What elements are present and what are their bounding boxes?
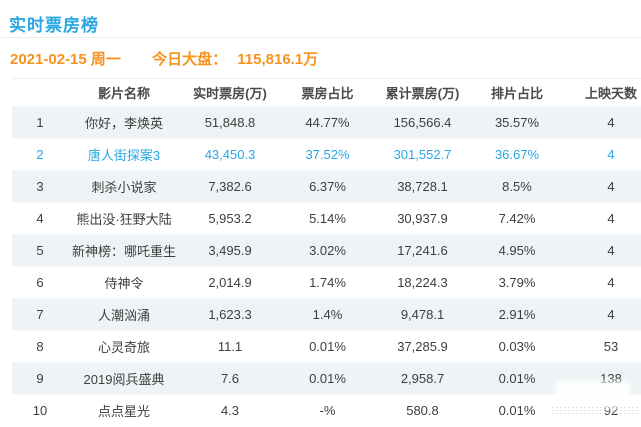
table-row[interactable]: 2 唐人街探案3 43,450.3 37.52% 301,552.7 36.67… [12,138,641,171]
cumulative-boxoffice-cell: 580.8 [406,403,439,419]
realtime-boxoffice-cell: 7.6 [220,371,240,386]
realtime-boxoffice-cell: 11.1 [217,339,243,354]
release-days-cell: 53 [603,339,619,354]
release-days-cell: 138 [600,371,622,386]
movie-name-cell[interactable]: 心灵奇旅 [97,340,150,355]
title-bar: 实时票房榜 [0,0,641,38]
release-days-cell: 4 [607,211,615,226]
col-header-boxoffice-share: 票房占比 [280,78,375,107]
rank-cell: 10 [32,403,48,419]
cumulative-boxoffice-cell: 156,566.4 [393,115,452,130]
screening-share-cell: 35.57% [494,115,540,130]
release-days-cell: 4 [607,147,615,162]
release-days-cell: 4 [607,275,615,290]
boxoffice-share-cell: 6.37% [309,179,346,194]
realtime-boxoffice-cell: 4.3 [220,403,240,419]
realtime-boxoffice-cell: 2,014.9 [208,275,252,290]
movie-name-cell[interactable]: 人潮汹涌 [97,308,150,323]
screening-share-cell: 0.01% [498,403,536,419]
table-row[interactable]: 4 熊出没·狂野大陆 5,953.2 5.14% 30,937.9 7.42% … [12,202,641,235]
movie-name-cell[interactable]: 你好，李焕英 [84,116,163,131]
release-days-cell: 4 [607,243,615,258]
table-header-row: 影片名称 实时票房(万) 票房占比 累计票房(万) 排片占比 上映天数 [12,78,641,107]
screening-share-cell: 8.5% [502,179,532,194]
screening-share-cell: 0.01% [498,371,536,386]
boxoffice-share-cell: 44.77% [305,115,350,130]
cumulative-boxoffice-cell: 9,478.1 [400,307,445,322]
table-row[interactable]: 6 侍神令 2,014.9 1.74% 18,224.3 3.79% 4 [12,266,641,299]
realtime-boxoffice-cell: 5,953.2 [208,211,252,226]
col-header-cumulative-boxoffice: 累计票房(万) [375,78,470,107]
screening-share-cell: 7.42% [498,211,536,226]
boxoffice-share-cell: 1.74% [309,275,346,290]
boxoffice-table: 影片名称 实时票房(万) 票房占比 累计票房(万) 排片占比 上映天数 1 你好… [12,78,641,427]
screening-share-cell: 2.91% [498,307,536,322]
movie-name-cell[interactable]: 唐人街探案3 [87,148,161,163]
date-text: 2021-02-15 周一 [10,51,121,68]
table-row[interactable]: 8 心灵奇旅 11.1 0.01% 37,285.9 0.03% 53 [12,330,641,363]
col-header-realtime-boxoffice: 实时票房(万) [180,78,280,107]
rank-cell: 4 [36,211,44,226]
col-header-release-days: 上映天数 [564,78,641,107]
release-days-cell: 4 [607,115,615,130]
cumulative-boxoffice-cell: 18,224.3 [397,275,448,290]
movie-name-cell[interactable]: 点点星光 [97,404,150,420]
boxoffice-share-cell: 3.02% [309,243,346,258]
realtime-boxoffice-cell: 3,495.9 [208,243,252,258]
rank-cell: 6 [36,275,44,290]
table-row[interactable]: 7 人潮汹涌 1,623.3 1.4% 9,478.1 2.91% 4 [12,298,641,331]
screening-share-cell: 36.67% [494,147,540,162]
cumulative-boxoffice-cell: 37,285.9 [397,339,448,354]
realtime-boxoffice-cell: 51,848.8 [204,115,256,130]
movie-name-cell[interactable]: 2019阅兵盛典 [83,372,165,387]
realtime-boxoffice-cell: 1,623.3 [208,307,252,322]
boxoffice-share-cell: 0.01% [309,371,346,386]
realtime-boxoffice-cell: 7,382.6 [208,179,252,194]
rank-cell: 3 [36,179,44,194]
cumulative-boxoffice-cell: 38,728.1 [397,179,448,194]
rank-cell: 2 [36,147,44,162]
movie-name-cell[interactable]: 刺杀小说家 [91,180,157,195]
cumulative-boxoffice-cell: 2,958.7 [400,371,445,386]
screening-share-cell: 4.95% [498,243,536,258]
table-row[interactable]: 10 点点星光 4.3 -% 580.8 0.01% 92 [12,394,641,427]
page-title: 实时票房榜 [9,16,99,35]
screening-share-cell: 0.03% [498,339,536,354]
col-header-rank [12,78,68,107]
market-total-label: 今日大盘： [152,51,228,68]
table-row[interactable]: 9 2019阅兵盛典 7.6 0.01% 2,958.7 0.01% 138 [12,362,641,395]
market-total-value: 115,816.1万 [237,51,319,68]
rank-cell: 5 [36,243,44,258]
rank-cell: 7 [36,307,44,322]
table-body: 1 你好，李焕英 51,848.8 44.77% 156,566.4 35.57… [12,106,641,427]
release-days-cell: 4 [607,307,615,322]
movie-name-cell[interactable]: 熊出没·狂野大陆 [76,212,172,227]
boxoffice-share-cell: 0.01% [309,339,346,354]
col-header-screening-share: 排片占比 [470,78,564,107]
movie-name-cell[interactable]: 侍神令 [104,276,144,291]
cumulative-boxoffice-cell: 17,241.6 [397,243,448,258]
movie-name-cell[interactable]: 新神榜：哪吒重生 [71,244,176,259]
boxoffice-share-cell: 1.4% [312,307,343,322]
boxoffice-share-cell: -% [319,403,336,419]
table-row[interactable]: 5 新神榜：哪吒重生 3,495.9 3.02% 17,241.6 4.95% … [12,234,641,267]
date-market-line: 2021-02-15 周一 今日大盘： 115,816.1万 [0,38,641,78]
cumulative-boxoffice-cell: 30,937.9 [397,211,448,226]
realtime-boxoffice-cell: 43,450.3 [204,147,256,162]
rank-cell: 8 [36,339,44,354]
release-days-cell: 4 [607,179,615,194]
boxoffice-share-cell: 5.14% [309,211,346,226]
boxoffice-share-cell: 37.52% [305,147,350,162]
cumulative-boxoffice-cell: 301,552.7 [393,147,452,162]
rank-cell: 9 [36,371,44,386]
table-row[interactable]: 1 你好，李焕英 51,848.8 44.77% 156,566.4 35.57… [12,106,641,139]
screening-share-cell: 3.79% [498,275,536,290]
col-header-movie-name: 影片名称 [68,78,180,107]
rank-cell: 1 [36,115,44,130]
table-row[interactable]: 3 刺杀小说家 7,382.6 6.37% 38,728.1 8.5% 4 [12,170,641,203]
